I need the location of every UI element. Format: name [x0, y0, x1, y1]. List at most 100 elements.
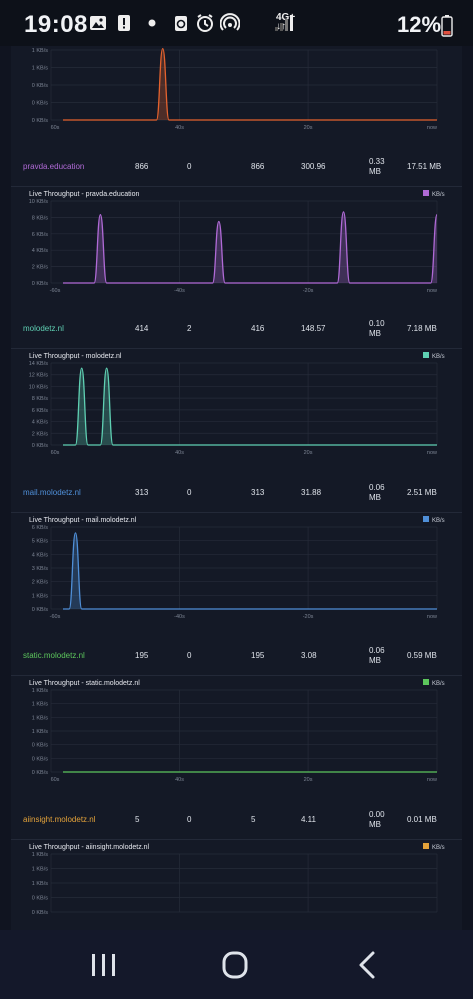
- signal-icon: [275, 15, 293, 31]
- chart-title: Live Throughput - mail.molodetz.nl: [29, 517, 137, 524]
- series-area: [63, 48, 437, 120]
- chart-canvas: Live Throughput - aiinsight.molodetz.nl K…: [29, 843, 445, 916]
- total-count: 866: [251, 162, 265, 171]
- mb-value: 0.10: [369, 319, 385, 328]
- hotspot-icon: [220, 13, 240, 31]
- chart-title: Live Throughput - pravda.education: [29, 191, 139, 198]
- throughput-chart: Live Throughput - aiinsight.molodetz.nl K…: [11, 839, 462, 930]
- total-count: 416: [251, 324, 265, 333]
- chart-title: Live Throughput - aiinsight.molodetz.nl: [29, 844, 150, 851]
- mb-value: 0.06: [369, 483, 385, 492]
- y-tick-label: 0 KB/s: [32, 281, 48, 287]
- y-tick-label: 1 KB/s: [32, 715, 48, 721]
- mb-value: 0.00: [369, 810, 385, 819]
- mb-value: 0.33: [369, 157, 385, 166]
- requests-count: 195: [135, 651, 149, 660]
- host-name: mail.molodetz.nl: [23, 488, 81, 497]
- host-name: pravda.education: [23, 162, 85, 171]
- y-tick-label: 2 KB/s: [32, 580, 48, 586]
- x-tick-label: now: [427, 614, 437, 620]
- table-row: mail.molodetz.nl 313 0 313 31.88 0.06 MB 2.51 M…: [11, 472, 462, 513]
- chart-canvas: 0 KB/s 0 KB/s 0 KB/s 1 KB/s 1 KB/s 60s 40s 20s n…: [32, 47, 438, 131]
- y-tick-label: 4 KB/s: [32, 248, 48, 254]
- total-size: 0.01 MB: [407, 815, 437, 824]
- battery-icon: [441, 15, 453, 37]
- series-area: [63, 532, 437, 609]
- y-tick-label: 1 KB/s: [32, 48, 48, 54]
- y-tick-label: 0 KB/s: [32, 443, 48, 449]
- y-tick-label: 0 KB/s: [32, 607, 48, 613]
- home-icon[interactable]: [215, 948, 255, 982]
- y-tick-label: 1 KB/s: [32, 66, 48, 72]
- legend-label: KB/s: [432, 192, 445, 198]
- total-count: 5: [251, 815, 256, 824]
- y-tick-label: 2 KB/s: [32, 265, 48, 271]
- y-tick-label: 0 KB/s: [32, 896, 48, 902]
- legend-swatch: [423, 679, 429, 685]
- throughput-chart: Live Throughput - pravda.education KB/s 0 …: [11, 186, 462, 301]
- total-size: 0.59 MB: [407, 651, 437, 660]
- chart-canvas: Live Throughput - static.molodetz.nl KB/s…: [29, 679, 445, 783]
- mb-unit: MB: [369, 656, 381, 665]
- alert-icon: [118, 15, 130, 31]
- avg-value: 148.57: [301, 324, 326, 333]
- y-tick-label: 4 KB/s: [32, 552, 48, 558]
- y-tick-label: 0 KB/s: [32, 770, 48, 776]
- back-icon[interactable]: [348, 948, 388, 982]
- host-name: molodetz.nl: [23, 324, 64, 333]
- x-tick-label: 20s: [304, 450, 313, 456]
- series-line: [62, 532, 437, 610]
- chart-title: Live Throughput - molodetz.nl: [29, 353, 122, 360]
- legend-swatch: [423, 352, 429, 358]
- error-count: 0: [187, 162, 192, 171]
- avg-value: 300.96: [301, 162, 326, 171]
- mb-unit: MB: [369, 493, 381, 502]
- y-tick-label: 5 KB/s: [32, 539, 48, 545]
- x-tick-label: -60s: [50, 614, 61, 620]
- mb-unit: MB: [369, 167, 381, 176]
- y-tick-label: 4 KB/s: [32, 420, 48, 426]
- avg-value: 3.08: [301, 651, 317, 660]
- y-tick-label: 0 KB/s: [32, 118, 48, 124]
- mb-unit: MB: [369, 329, 381, 338]
- chart-title: Live Throughput - static.molodetz.nl: [29, 680, 140, 687]
- y-tick-label: 10 KB/s: [29, 384, 49, 390]
- y-tick-label: 3 KB/s: [32, 566, 48, 572]
- y-tick-label: 1 KB/s: [32, 881, 48, 887]
- x-tick-label: now: [427, 125, 437, 131]
- x-tick-label: -40s: [174, 614, 185, 620]
- x-tick-label: now: [427, 450, 437, 456]
- chart-canvas: Live Throughput - molodetz.nl KB/s 0 KB/s 2…: [29, 352, 445, 456]
- table-row: pravda.education 866 0 866 300.96 0.33 MB 17.51…: [11, 146, 462, 187]
- y-tick-label: 0 KB/s: [32, 83, 48, 89]
- y-tick-label: 0 KB/s: [32, 101, 48, 107]
- x-tick-label: now: [427, 777, 437, 783]
- legend-swatch: [423, 843, 429, 849]
- battery-percentage: 12%: [397, 12, 442, 37]
- mb-unit: MB: [369, 820, 381, 829]
- traffic-panel: 0 KB/s 0 KB/s 0 KB/s 1 KB/s 1 KB/s 60s 40s 20s n…: [11, 46, 462, 930]
- error-count: 2: [187, 324, 192, 333]
- x-tick-label: now: [427, 288, 437, 294]
- chart-canvas: Live Throughput - pravda.education KB/s 0 …: [29, 190, 445, 294]
- y-tick-label: 0 KB/s: [32, 743, 48, 749]
- error-count: 0: [187, 651, 192, 660]
- host-name: static.molodetz.nl: [23, 651, 85, 660]
- table-row: molodetz.nl 414 2 416 148.57 0.10 MB 7.18 MB: [11, 308, 462, 349]
- navigation-bar: [0, 930, 473, 999]
- y-tick-label: 1 KB/s: [32, 852, 48, 858]
- alarm-icon: [197, 14, 213, 32]
- requests-count: 313: [135, 488, 149, 497]
- host-name: aiinsight.molodetz.nl: [23, 815, 96, 824]
- total-count: 313: [251, 488, 265, 497]
- requests-count: 866: [135, 162, 149, 171]
- x-tick-label: 20s: [304, 125, 313, 131]
- recents-icon[interactable]: [84, 948, 124, 982]
- x-tick-label: -40s: [174, 288, 185, 294]
- throughput-chart: Live Throughput - mail.molodetz.nl KB/s 0 …: [11, 512, 462, 627]
- x-tick-label: -60s: [50, 288, 61, 294]
- mb-value: 0.06: [369, 646, 385, 655]
- requests-count: 5: [135, 815, 140, 824]
- chart-canvas: Live Throughput - mail.molodetz.nl KB/s 0 …: [29, 516, 445, 620]
- x-tick-label: 40s: [175, 777, 184, 783]
